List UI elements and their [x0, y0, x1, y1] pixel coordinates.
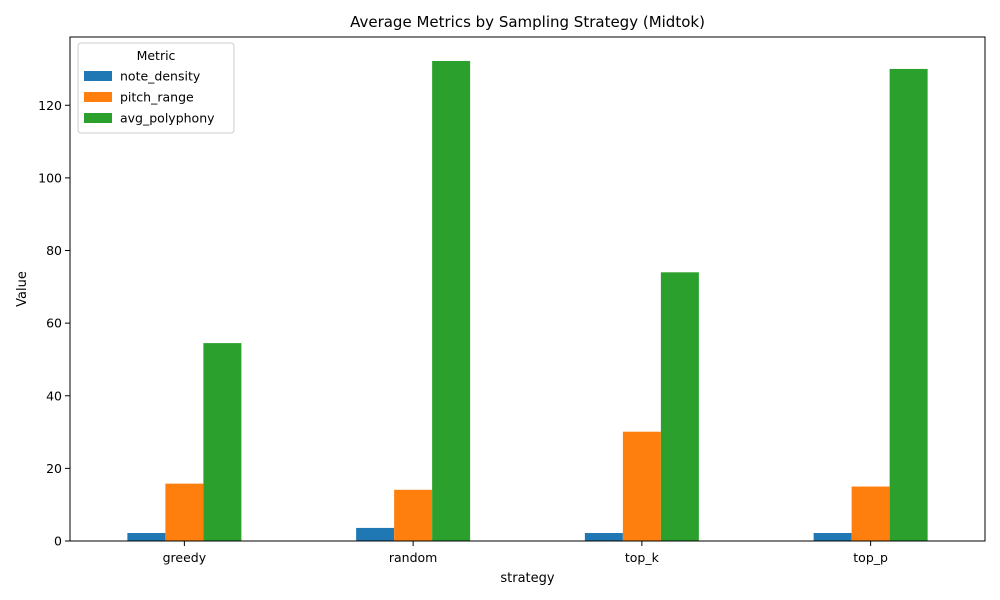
- y-tick-label: 100: [38, 170, 62, 185]
- y-tick-label: 80: [46, 243, 62, 258]
- bar-pitch_range-greedy: [165, 483, 204, 541]
- y-tick-label: 40: [46, 388, 62, 403]
- y-tick-label: 0: [54, 534, 62, 549]
- legend-label-note_density: note_density: [120, 69, 201, 84]
- x-tick-label: top_k: [625, 550, 660, 565]
- bar-pitch_range-random: [394, 489, 433, 541]
- bar-note_density-top_p: [813, 533, 852, 541]
- bar-avg_polyphony-top_p: [889, 68, 928, 541]
- legend-swatch-note_density: [84, 71, 112, 81]
- legend-label-avg_polyphony: avg_polyphony: [120, 111, 215, 126]
- bar-pitch_range-top_k: [622, 431, 661, 541]
- bar-pitch_range-top_p: [851, 486, 890, 541]
- x-tick-label: top_p: [853, 550, 888, 565]
- legend-swatch-avg_polyphony: [84, 113, 112, 123]
- x-tick-label: greedy: [163, 550, 207, 565]
- legend-label-pitch_range: pitch_range: [120, 90, 194, 105]
- bars-group: [127, 60, 928, 541]
- bar-note_density-top_k: [584, 533, 623, 541]
- x-tick-label: random: [389, 550, 437, 565]
- chart-title: Average Metrics by Sampling Strategy (Mi…: [350, 13, 705, 31]
- bar-note_density-greedy: [127, 533, 166, 541]
- bar-avg_polyphony-top_k: [660, 272, 699, 541]
- y-axis-label: Value: [15, 271, 30, 307]
- legend-swatch-pitch_range: [84, 92, 112, 102]
- legend: Metric note_density pitch_range avg_polypho…: [77, 42, 235, 134]
- legend-title: Metric: [137, 48, 176, 63]
- y-tick-label: 120: [38, 98, 62, 113]
- y-tick-label: 60: [46, 316, 62, 331]
- x-axis-label: strategy: [500, 571, 555, 586]
- bar-avg_polyphony-greedy: [203, 343, 242, 541]
- y-tick-label: 20: [46, 461, 62, 476]
- plot-frame: [69, 36, 986, 542]
- axes-group: greedy random top_k top_p 0 20 40 60 80 100 120: [38, 36, 986, 565]
- bar-note_density-random: [356, 527, 395, 541]
- bar-avg_polyphony-random: [432, 60, 471, 541]
- legend-box: [77, 42, 235, 134]
